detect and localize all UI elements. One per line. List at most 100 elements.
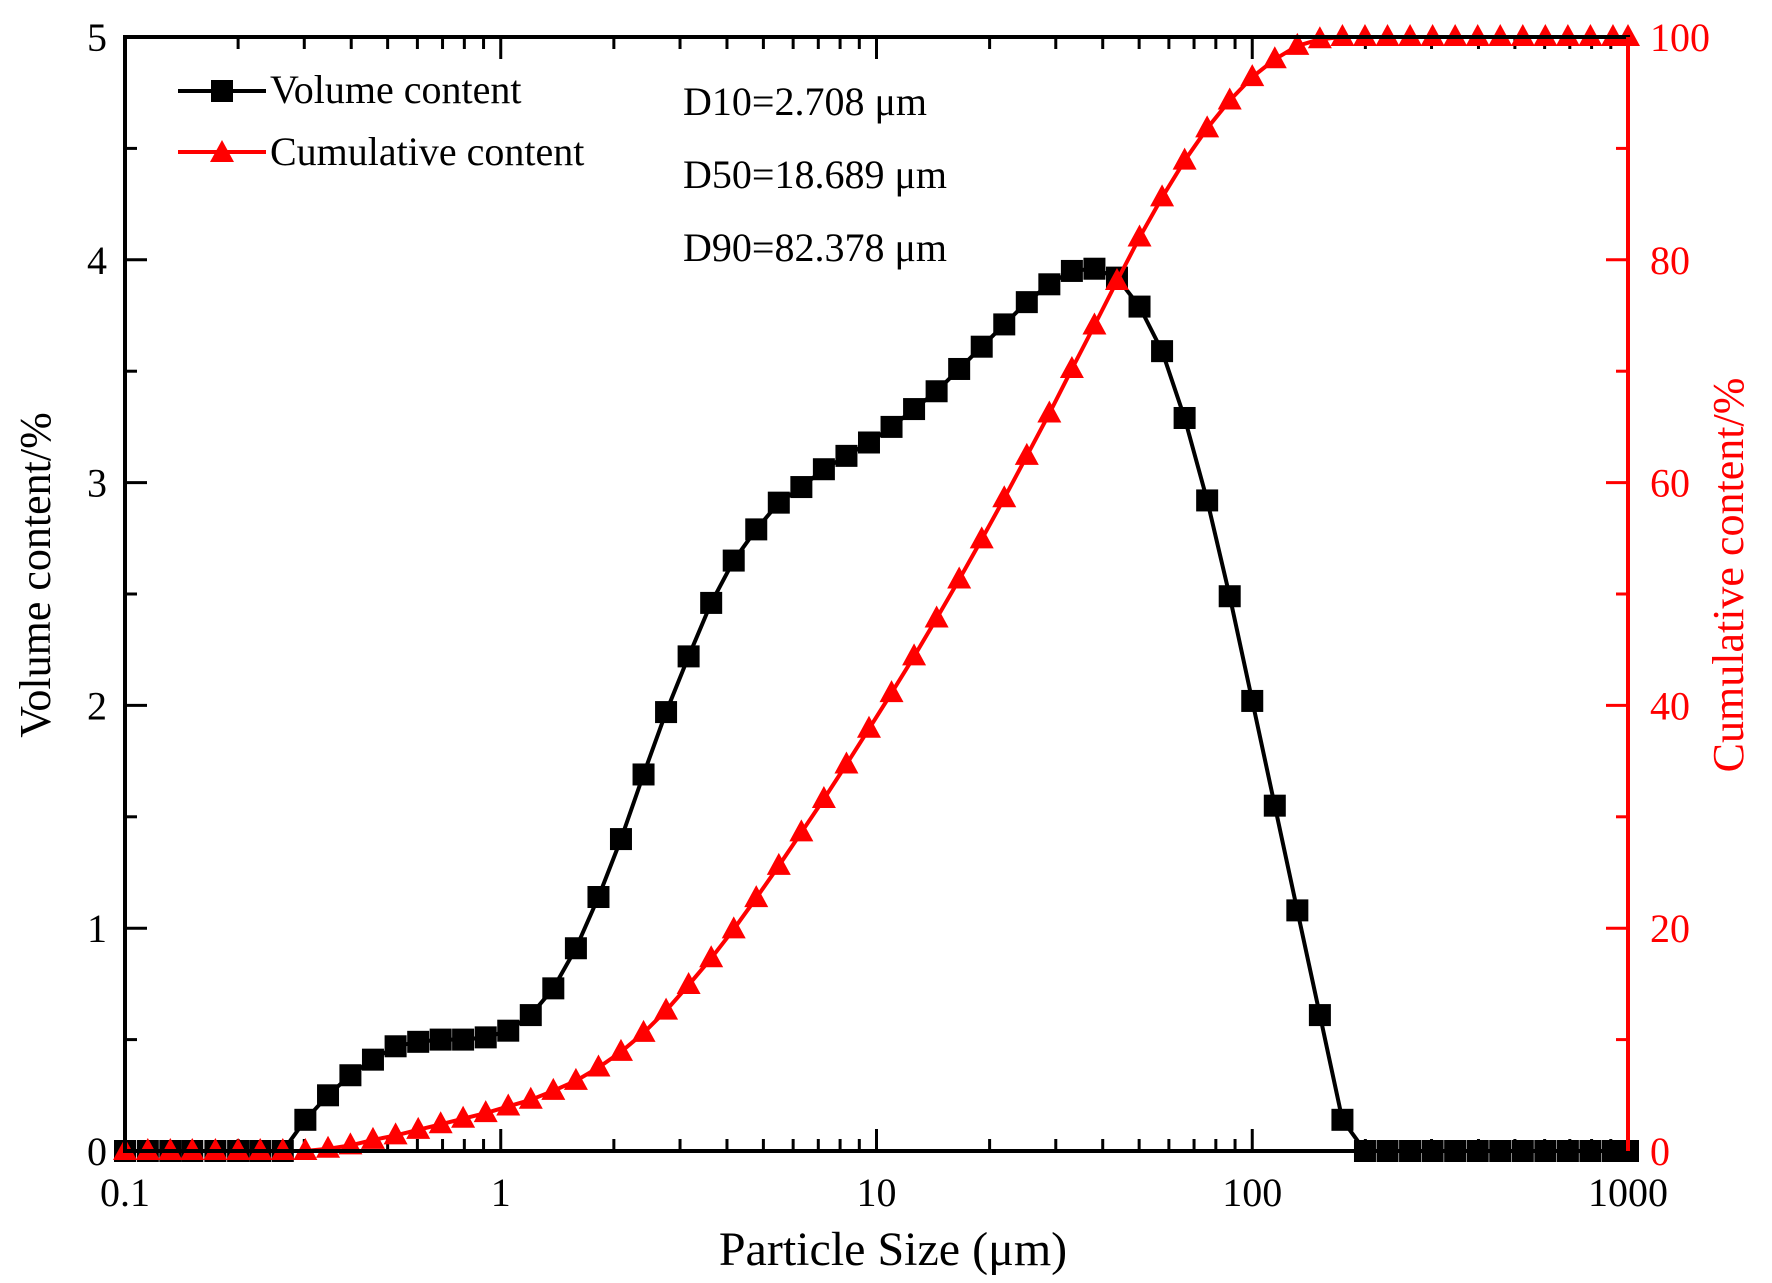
data-point-cumulative-content (496, 1093, 521, 1116)
legend-marker-triangle (210, 140, 234, 162)
y-axis-right-title: Cumulative content/% (1704, 378, 1753, 773)
legend-marker-square (211, 80, 233, 102)
data-point-volume-content (993, 313, 1016, 336)
data-point-cumulative-content (1172, 147, 1197, 170)
data-point-volume-content (1173, 406, 1196, 429)
data-point-volume-content (474, 1026, 497, 1049)
series-line-cumulative-content (125, 35, 1628, 1153)
annotation-d90: D90=82.378 μm (683, 225, 947, 270)
data-point-cumulative-content (451, 1105, 476, 1128)
data-point-cumulative-content (631, 1019, 656, 1042)
data-point-volume-content (970, 335, 993, 358)
data-point-volume-content (564, 937, 587, 960)
data-point-cumulative-content (947, 566, 972, 589)
data-point-volume-content (361, 1048, 384, 1071)
data-point-volume-content (1060, 259, 1083, 282)
data-point-cumulative-content (428, 1111, 453, 1134)
data-point-volume-content (1308, 1004, 1331, 1027)
data-point-cumulative-content (608, 1038, 633, 1061)
data-point-volume-content (1286, 899, 1309, 922)
data-point-volume-content (835, 444, 858, 467)
x-tick-label: 1000 (1588, 1170, 1668, 1215)
data-point-volume-content (452, 1028, 475, 1051)
plot-frame (123, 35, 1630, 1153)
data-point-cumulative-content (1059, 355, 1084, 378)
data-point-cumulative-content (406, 1116, 431, 1139)
y-right-tick-label: 60 (1650, 461, 1690, 506)
data-point-volume-content (767, 491, 790, 514)
data-point-cumulative-content (856, 715, 881, 738)
y-left-tick-label: 3 (87, 461, 107, 506)
data-point-cumulative-content (338, 1132, 363, 1155)
data-point-volume-content (745, 518, 768, 541)
data-point-cumulative-content (1127, 224, 1152, 247)
data-point-volume-content (1151, 340, 1174, 363)
data-point-volume-content (384, 1035, 407, 1058)
data-point-cumulative-content (879, 680, 904, 703)
data-point-cumulative-content (360, 1126, 385, 1149)
data-point-cumulative-content (586, 1054, 611, 1077)
data-point-volume-content (542, 977, 565, 1000)
tick-layer (123, 35, 1630, 1153)
data-point-volume-content (1196, 489, 1219, 512)
data-point-volume-content (722, 549, 745, 572)
data-point-cumulative-content (654, 997, 679, 1020)
data-point-volume-content (655, 701, 678, 724)
legend-entry-volume: Volume content (178, 67, 521, 112)
y-right-tick-label: 100 (1650, 15, 1710, 60)
data-point-volume-content (429, 1028, 452, 1051)
data-point-cumulative-content (992, 485, 1017, 508)
data-point-cumulative-content (563, 1067, 588, 1090)
data-point-cumulative-content (1037, 400, 1062, 423)
data-point-volume-content (925, 380, 948, 403)
data-point-cumulative-content (1285, 32, 1310, 55)
y-left-tick-label: 5 (87, 15, 107, 60)
data-point-volume-content (1083, 257, 1106, 280)
data-point-volume-content (632, 763, 655, 786)
y-left-tick-label: 1 (87, 906, 107, 951)
data-point-volume-content (587, 886, 610, 909)
y-axis-left-title: Volume content/% (11, 412, 60, 737)
data-point-volume-content (1218, 585, 1241, 608)
data-point-volume-content (1331, 1108, 1354, 1131)
y-right-tick-label: 0 (1650, 1129, 1670, 1174)
data-point-cumulative-content (1082, 312, 1107, 335)
data-point-cumulative-content (744, 885, 769, 908)
data-point-cumulative-content (473, 1100, 498, 1123)
legend-entry-cumulative: Cumulative content (178, 129, 584, 174)
y-right-tick-label: 80 (1650, 238, 1690, 283)
data-point-volume-content (294, 1108, 317, 1131)
data-point-cumulative-content (1217, 87, 1242, 110)
y-left-tick-label: 2 (87, 683, 107, 728)
data-point-cumulative-content (1150, 184, 1175, 207)
legend-label-volume: Volume content (270, 67, 521, 112)
annotation-d50: D50=18.689 μm (683, 152, 947, 197)
x-tick-label: 100 (1222, 1170, 1282, 1215)
data-point-cumulative-content (811, 785, 836, 808)
data-point-cumulative-content (969, 526, 994, 549)
data-point-volume-content (677, 645, 700, 668)
data-point-cumulative-content (766, 852, 791, 875)
data-point-cumulative-content (383, 1122, 408, 1145)
x-tick-label: 1 (491, 1170, 511, 1215)
x-tick-label: 10 (857, 1170, 897, 1215)
data-point-cumulative-content (1104, 267, 1129, 290)
data-point-volume-content (700, 591, 723, 614)
data-point-volume-content (317, 1084, 340, 1107)
series-layer (113, 24, 1640, 1162)
data-point-cumulative-content (924, 605, 949, 628)
data-point-cumulative-content (789, 819, 814, 842)
data-point-cumulative-content (1014, 442, 1039, 465)
data-point-volume-content (497, 1019, 520, 1042)
data-point-volume-content (1015, 291, 1038, 314)
y-right-tick-label: 40 (1650, 683, 1690, 728)
data-point-volume-content (903, 398, 926, 421)
legend-label-cumulative: Cumulative content (270, 129, 584, 174)
data-point-volume-content (857, 431, 880, 454)
data-point-cumulative-content (902, 643, 927, 666)
x-axis-title: Particle Size (μm) (719, 1223, 1067, 1276)
data-point-volume-content (1128, 295, 1151, 318)
data-point-volume-content (1038, 273, 1061, 296)
